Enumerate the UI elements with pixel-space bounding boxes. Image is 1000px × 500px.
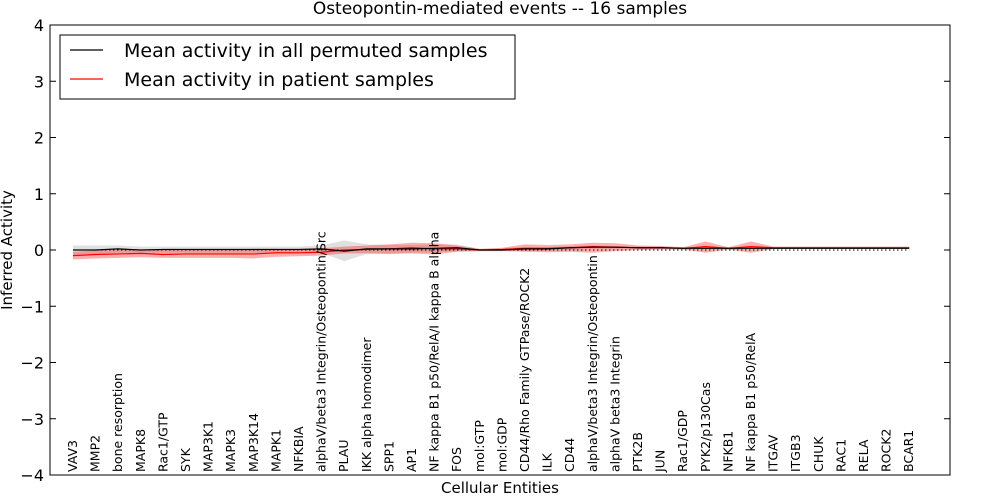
x-category-label: RELA	[856, 439, 871, 472]
band-series-0	[73, 240, 910, 262]
x-category-label: CD44/Rho Family GTPase/ROCK2	[517, 268, 532, 472]
x-category-label: bone resorption	[110, 373, 125, 472]
x-category-label: MAPK3	[223, 429, 238, 472]
legend: Mean activity in all permuted samples Me…	[59, 34, 516, 100]
legend-label-patient: Mean activity in patient samples	[124, 69, 434, 91]
x-category-label: NF kappa B1 p50/RelA/I kappa B alpha	[427, 232, 442, 472]
x-category-label: IKK alpha homodimer	[359, 337, 374, 472]
x-category-label: MMP2	[88, 435, 103, 472]
x-category-label: VAV3	[65, 440, 80, 472]
y-axis-ticks: 4 3 2 1 0 −1 −2 −3 −4	[20, 16, 950, 485]
x-category-label: PYK2/p130Cas	[698, 382, 713, 472]
chart-title: Osteopontin-mediated events -- 16 sample…	[313, 0, 687, 19]
x-category-label: MAPK1	[268, 429, 283, 472]
y-tick-label: 4	[34, 16, 44, 35]
x-category-labels: VAV3 MMP2 bone resorption MAPK8 Rac1/GTP SYK M…	[65, 231, 916, 473]
x-category-label: NF kappa B1 p50/RelA	[743, 332, 758, 472]
x-category-label: NFKBIA	[291, 426, 306, 472]
x-category-label: ILK	[540, 452, 555, 472]
y-tick-label: −3	[20, 410, 44, 429]
y-tick-label: 3	[34, 72, 44, 91]
x-category-label: alphaV/beta3 Integrin/Osteopontin/Src	[314, 231, 329, 472]
x-category-label: NFKB1	[720, 431, 735, 472]
x-category-label: JUN	[653, 450, 668, 473]
x-category-label: MAP3K14	[246, 413, 261, 472]
x-category-label: Rac1/GTP	[155, 412, 170, 472]
x-category-label: SYK	[178, 447, 193, 472]
x-category-label: CHUK	[811, 436, 826, 472]
legend-label-permuted: Mean activity in all permuted samples	[124, 40, 487, 62]
x-category-label: CD44	[562, 438, 577, 472]
x-category-label: Rac1/GDP	[675, 410, 690, 472]
x-category-label: ITGAV	[766, 434, 781, 472]
x-category-label: ITGB3	[788, 434, 803, 472]
y-axis-label: Inferred Activity	[0, 190, 16, 310]
x-category-label: alphaV/beta3 Integrin/Osteopontin	[585, 255, 600, 472]
y-tick-label: 0	[34, 241, 44, 260]
x-category-label: AP1	[404, 448, 419, 472]
x-axis-label: Cellular Entities	[441, 479, 559, 497]
y-tick-label: −1	[20, 297, 44, 316]
x-category-label: mol:GTP	[472, 420, 487, 472]
x-category-label: RAC1	[833, 439, 848, 472]
x-category-label: PTK2B	[630, 432, 645, 472]
x-category-label: SPP1	[381, 441, 396, 472]
x-category-label: ROCK2	[879, 429, 894, 472]
x-category-label: MAP3K1	[201, 421, 216, 472]
lines-layer	[72, 246, 910, 257]
line-series-0	[73, 246, 910, 252]
x-category-label: BCAR1	[901, 430, 916, 472]
x-category-label: mol:GDP	[494, 417, 509, 472]
y-tick-label: −4	[20, 466, 44, 485]
x-category-label: MAPK8	[133, 429, 148, 472]
x-category-label: FOS	[449, 447, 464, 472]
legend-box	[59, 34, 516, 100]
y-tick-label: 1	[34, 185, 44, 204]
x-category-label: PLAU	[336, 440, 351, 473]
y-tick-label: 2	[34, 129, 44, 148]
y-tick-label: −2	[20, 354, 44, 373]
x-category-label: alphaV beta3 Integrin	[607, 336, 622, 472]
